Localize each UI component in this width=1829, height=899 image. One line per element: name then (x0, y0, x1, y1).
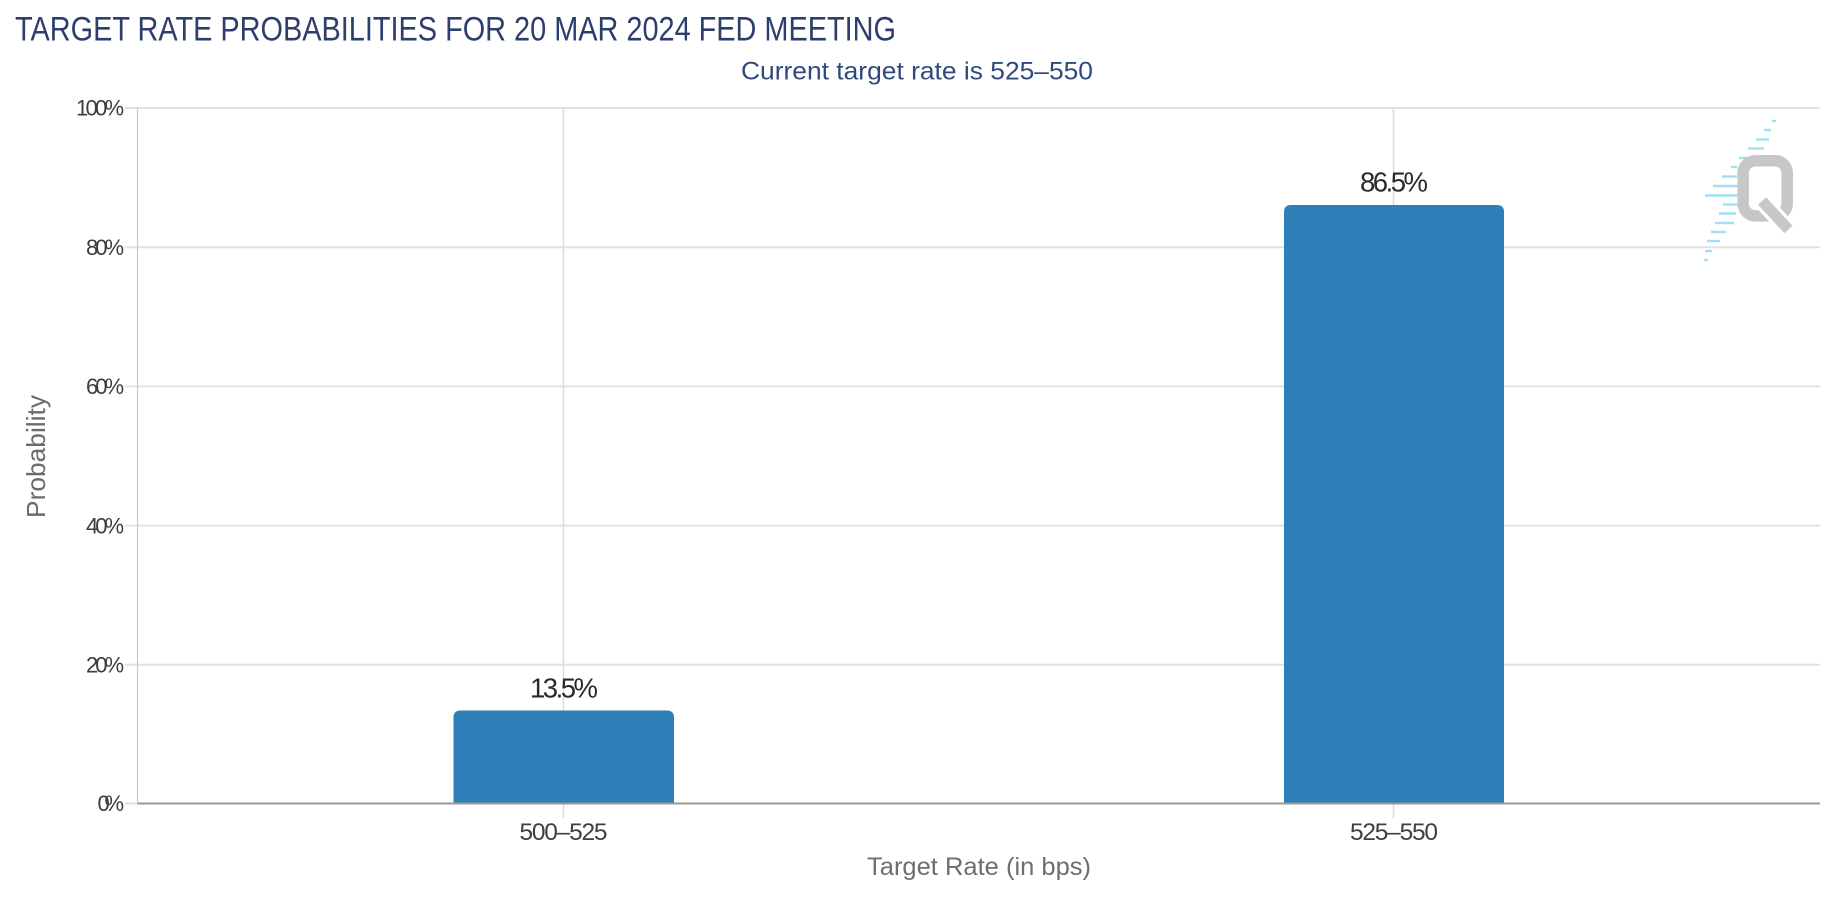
svg-text:40%: 40% (86, 513, 124, 538)
svg-text:13.5%: 13.5% (530, 673, 598, 704)
svg-text:500–525: 500–525 (520, 819, 608, 846)
svg-text:Current target rate is 525–550: Current target rate is 525–550 (741, 58, 1093, 86)
svg-text:80%: 80% (86, 235, 124, 260)
svg-text:20%: 20% (86, 653, 124, 678)
svg-text:Probability: Probability (21, 395, 51, 518)
svg-text:TARGET RATE PROBABILITIES FOR: TARGET RATE PROBABILITIES FOR 20 MAR 202… (15, 10, 896, 48)
svg-text:Target Rate (in bps): Target Rate (in bps) (867, 853, 1091, 881)
svg-text:0%: 0% (98, 791, 125, 816)
svg-text:86.5%: 86.5% (1360, 167, 1428, 198)
svg-text:100%: 100% (76, 96, 124, 121)
svg-text:60%: 60% (86, 374, 124, 399)
svg-text:525–550: 525–550 (1350, 819, 1438, 846)
